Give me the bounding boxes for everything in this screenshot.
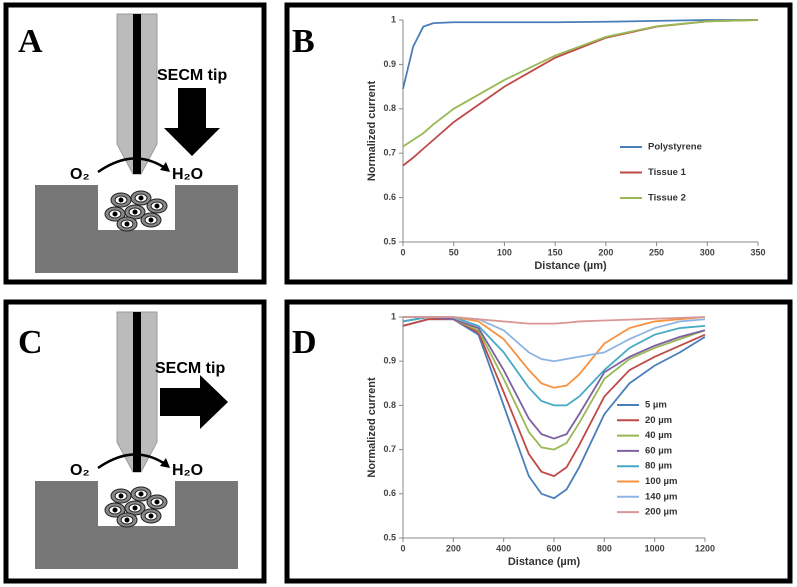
x-tick-label: 50 — [449, 247, 459, 257]
panel-frame — [284, 299, 793, 584]
panel-label: C — [18, 324, 43, 361]
y-tick-label: 0.7 — [383, 444, 396, 454]
series-line — [403, 316, 706, 325]
legend-label: Tissue 2 — [648, 193, 686, 204]
legend-label: 20 µm — [645, 415, 672, 426]
y-tick-label: 0.5 — [383, 236, 396, 246]
product: H₂O — [172, 462, 203, 479]
series-line — [402, 19, 759, 148]
x-tick-label: 800 — [597, 543, 612, 553]
tip-label: SECM tip — [155, 360, 225, 377]
x-tick-label: 200 — [598, 247, 613, 257]
series-line — [402, 19, 758, 90]
y-tick-label: 0.9 — [383, 59, 396, 69]
y-tick-label: 1 — [391, 311, 396, 321]
y-tick-label: 0.6 — [383, 488, 396, 498]
legend-label: 40 µm — [645, 430, 672, 441]
x-tick-label: 0 — [400, 247, 405, 257]
legend-label: 60 µm — [645, 445, 672, 456]
x-tick-label: 600 — [546, 543, 561, 553]
panel-label: B — [292, 23, 315, 60]
product: H₂O — [172, 166, 203, 183]
legend-label: Tissue 1 — [648, 167, 687, 178]
y-tick-label: 0.8 — [383, 103, 396, 113]
y-axis-title: Normalized current — [366, 377, 378, 478]
diagram-a: A SECM tip O₂ H₂O — [18, 13, 238, 273]
legend-label: 80 µm — [645, 461, 672, 472]
x-tick-label: 350 — [750, 247, 765, 257]
x-tick-label: 1200 — [695, 543, 715, 553]
x-tick-label: 100 — [497, 247, 512, 257]
y-tick-label: 0.7 — [383, 148, 396, 158]
y-tick-label: 0.8 — [383, 400, 396, 410]
y-tick-label: 1 — [391, 14, 396, 24]
diagram-c: C SECM tip O₂ H₂O — [18, 311, 238, 569]
x-axis-title: Distance (µm) — [508, 556, 581, 568]
x-tick-label: 400 — [496, 543, 511, 553]
x-axis-title: Distance (µm) — [534, 260, 607, 272]
panel-label: A — [18, 23, 43, 60]
series-line — [402, 316, 706, 440]
y-tick-label: 0.9 — [383, 356, 396, 366]
legend-label: Polystyrene — [648, 142, 702, 153]
series-line — [402, 19, 759, 167]
x-tick-label: 200 — [446, 543, 461, 553]
panel-frame — [3, 299, 267, 584]
y-tick-label: 0.6 — [383, 192, 396, 202]
panel-label: D — [292, 324, 317, 361]
y-tick-label: 0.5 — [383, 532, 396, 542]
reactant: O₂ — [70, 462, 90, 479]
legend-label: 100 µm — [645, 476, 677, 487]
panel-frame — [3, 2, 267, 285]
x-tick-label: 1000 — [645, 543, 665, 553]
legend-label: 5 µm — [645, 400, 667, 411]
legend-label: 140 µm — [645, 491, 677, 502]
panel-frame — [284, 2, 793, 285]
legend-label: 200 µm — [645, 507, 677, 518]
tip-label: SECM tip — [157, 67, 227, 84]
x-tick-label: 150 — [548, 247, 563, 257]
x-tick-label: 300 — [700, 247, 715, 257]
x-tick-label: 0 — [400, 543, 405, 553]
series-line — [402, 316, 706, 407]
x-tick-label: 250 — [649, 247, 664, 257]
reactant: O₂ — [70, 166, 90, 183]
y-axis-title: Normalized current — [366, 81, 378, 182]
